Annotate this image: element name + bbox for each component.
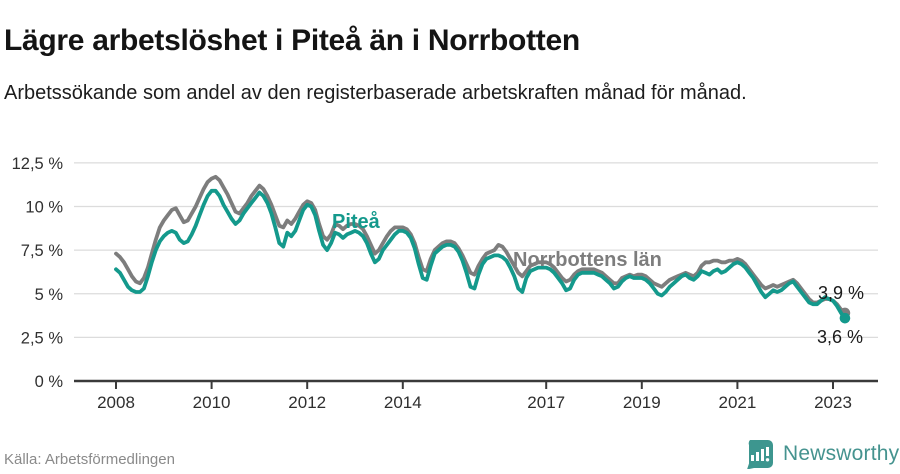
- series-label-pitea: Piteå: [332, 211, 380, 233]
- y-axis-label: 12,5 %: [12, 155, 64, 173]
- x-axis-label: 2019: [623, 393, 661, 412]
- page-title: Lägre arbetslöshet i Piteå än i Norrbott…: [4, 24, 580, 58]
- badge-excl-dot: [765, 458, 770, 462]
- x-axis-label: 2017: [527, 393, 565, 412]
- end-value-label-norrbotten: 3,9 %: [818, 283, 865, 303]
- source-note: Källa: Arbetsförmedlingen: [4, 451, 175, 468]
- y-axis-label: 7,5 %: [21, 242, 64, 260]
- badge-excl-bar: [766, 447, 769, 456]
- x-axis-label: 2012: [288, 393, 326, 412]
- badge-bar-3: [761, 449, 764, 461]
- brand-name: Newsworthy: [783, 442, 900, 465]
- badge-shape: [747, 440, 773, 469]
- series-label-norrbotten: Norrbottens län: [513, 249, 662, 271]
- x-axis-label: 2021: [718, 393, 756, 412]
- badge-bar-1: [751, 455, 754, 461]
- newsworthy-logo: Newsworthy: [744, 439, 899, 469]
- badge-bar-2: [756, 452, 759, 461]
- series-end-dot-pitea: [839, 312, 851, 324]
- y-axis-label: 2,5 %: [21, 329, 64, 347]
- x-axis-label: 2023: [814, 393, 852, 412]
- x-axis-label: 2014: [384, 393, 422, 412]
- series-line-pitea: [114, 188, 847, 321]
- y-axis-label: 5 %: [35, 286, 64, 304]
- x-axis-label: 2010: [193, 393, 231, 412]
- y-axis-label: 0 %: [35, 373, 64, 391]
- y-axis-label: 10 %: [25, 199, 63, 217]
- end-value-label-pitea: 3,6 %: [817, 327, 864, 347]
- series-line-norrbotten: [114, 174, 847, 315]
- x-axis-label: 2008: [97, 393, 135, 412]
- chart-subtitle: Arbetssökande som andel av den registerb…: [4, 82, 747, 104]
- newsworthy-badge-icon: [747, 440, 773, 469]
